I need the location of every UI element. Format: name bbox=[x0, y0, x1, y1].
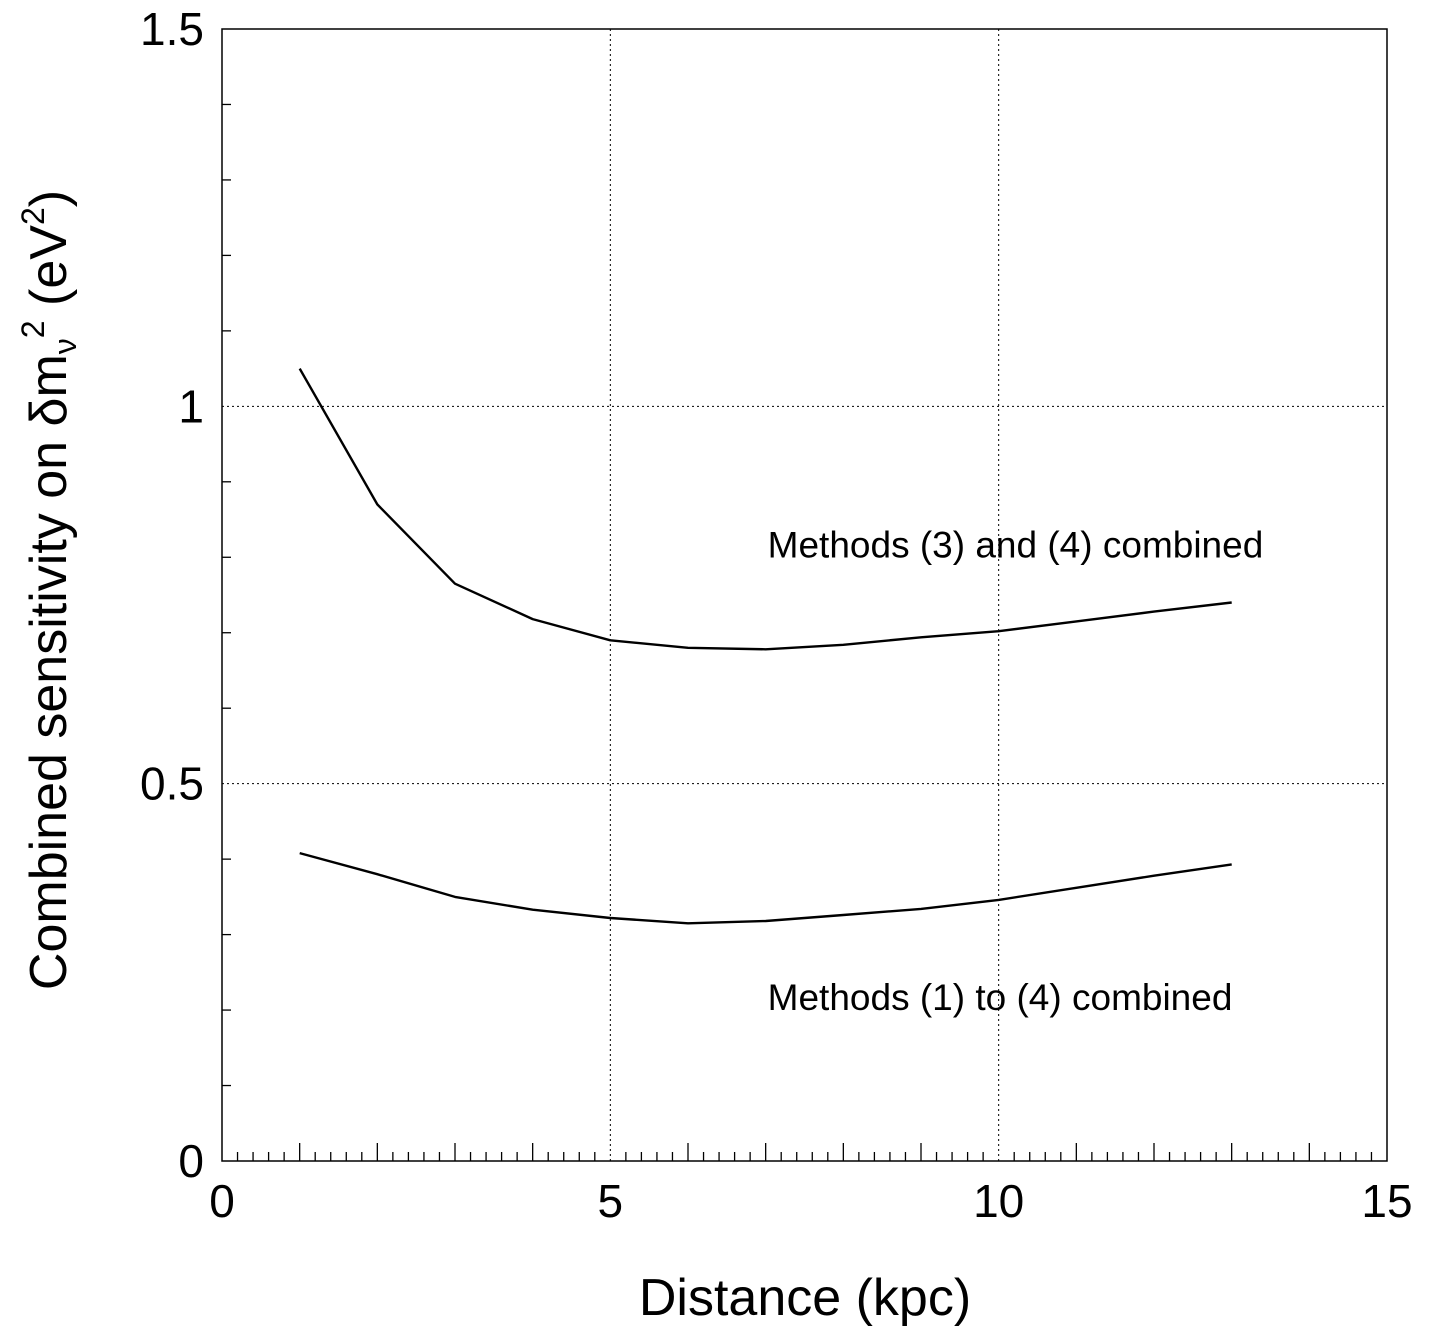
y-tick-label: 1 bbox=[178, 380, 204, 432]
x-tick-label: 15 bbox=[1361, 1175, 1412, 1227]
y-axis-title-unit-close: ) bbox=[20, 190, 78, 207]
y-tick-label: 1.5 bbox=[140, 3, 204, 55]
y-axis-title-main: Combined sensitivity on δm bbox=[20, 354, 78, 990]
series-line-1 bbox=[298, 368, 1232, 651]
y-axis-title-unit-superscript: 2 bbox=[15, 207, 51, 225]
minor-ticks bbox=[222, 103, 1373, 1161]
y-axis-title-unit-open: (eV bbox=[20, 225, 78, 321]
annotations: Methods (3) and (4) combined Methods (1) … bbox=[768, 524, 1264, 1018]
x-tick-label: 0 bbox=[209, 1175, 235, 1227]
tick-labels: 0 5 10 15 0 0.5 1 1.5 bbox=[140, 3, 1413, 1227]
y-axis-title-subscript: ν bbox=[47, 338, 83, 354]
y-tick-label: 0.5 bbox=[140, 758, 204, 810]
y-axis-title: Combined sensitivity on δmν2 (eV2) bbox=[15, 190, 83, 990]
x-axis-title: Distance (kpc) bbox=[639, 1269, 971, 1327]
series-line-2 bbox=[299, 851, 1232, 925]
plot-frame bbox=[221, 28, 1388, 1162]
x-tick-label: 5 bbox=[598, 1175, 624, 1227]
y-axis-title-superscript: 2 bbox=[15, 320, 51, 338]
series-annotation: Methods (3) and (4) combined bbox=[768, 524, 1264, 565]
series-layer bbox=[298, 368, 1232, 925]
grid bbox=[222, 29, 1387, 1161]
x-tick-label: 10 bbox=[973, 1175, 1024, 1227]
series-annotation: Methods (1) to (4) combined bbox=[768, 977, 1233, 1018]
y-tick-label: 0 bbox=[178, 1135, 204, 1187]
